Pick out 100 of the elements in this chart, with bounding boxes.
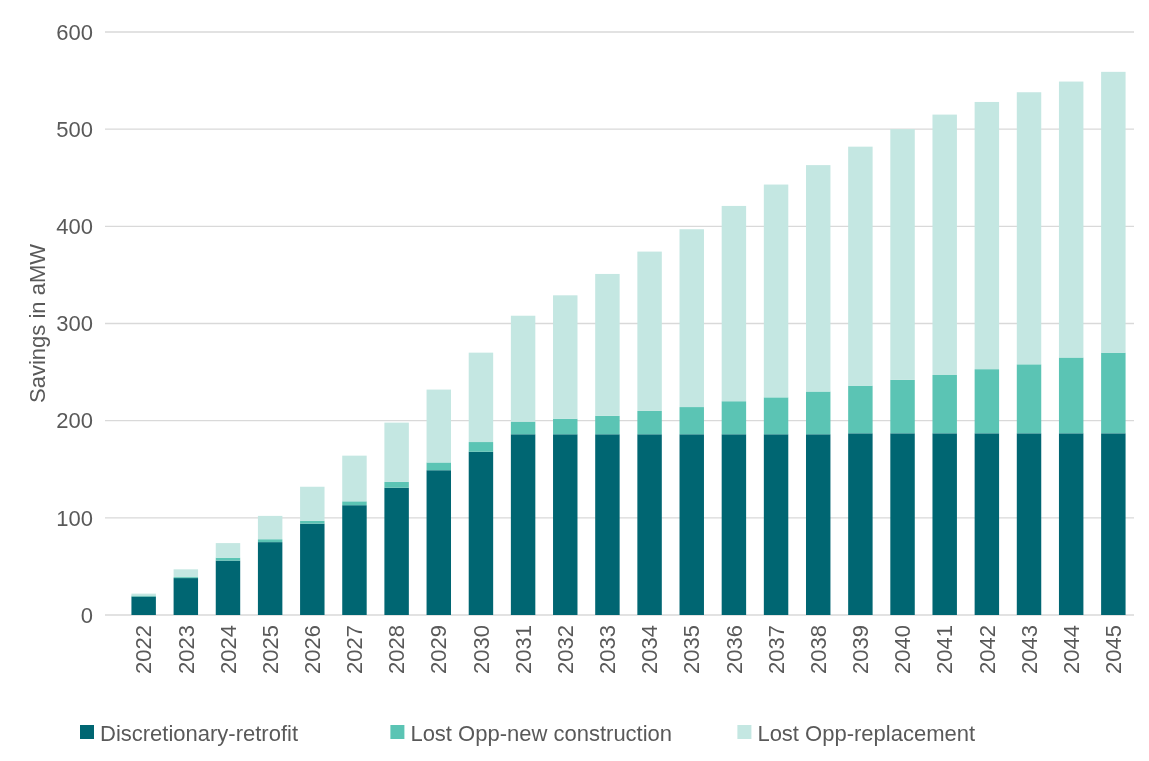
bar	[721, 401, 747, 435]
y-axis-title: Savings in aMW	[25, 243, 50, 403]
x-tick-label: 2040	[890, 625, 916, 674]
x-tick-label: 2035	[679, 625, 705, 674]
bar	[131, 596, 156, 615]
bar	[510, 434, 536, 615]
x-tick-label: 2038	[805, 625, 831, 674]
bar	[257, 515, 283, 540]
bar	[974, 101, 1000, 370]
y-tick-label: 0	[80, 602, 93, 628]
bar	[848, 385, 873, 434]
bar	[173, 569, 199, 578]
x-tick-label: 2030	[468, 625, 494, 674]
bar	[890, 379, 915, 434]
x-tick-label: 2027	[342, 625, 368, 674]
bar	[553, 418, 578, 435]
bar	[1058, 357, 1084, 434]
x-tick-label: 2033	[595, 625, 621, 674]
bar	[1101, 433, 1126, 615]
bar	[553, 295, 578, 419]
bar	[215, 557, 241, 561]
bar	[974, 369, 1000, 434]
bar	[721, 434, 747, 615]
bar	[848, 433, 873, 615]
x-tick-label: 2034	[637, 625, 663, 674]
bar	[1058, 81, 1084, 358]
x-tick-label: 2023	[173, 625, 199, 674]
bar	[932, 114, 957, 375]
bar	[1016, 433, 1042, 615]
bar	[805, 165, 831, 392]
bar	[763, 434, 789, 615]
y-tick-label: 200	[56, 408, 93, 434]
bar	[510, 421, 536, 435]
y-tick-label: 600	[56, 19, 93, 45]
x-tick-label: 2039	[848, 625, 874, 674]
bar	[974, 433, 1000, 615]
y-tick-label: 100	[56, 505, 93, 531]
bar	[342, 501, 367, 506]
x-tick-label: 2045	[1101, 625, 1127, 674]
bar	[342, 455, 367, 502]
bar	[1058, 433, 1084, 615]
bar	[763, 397, 789, 435]
bar	[679, 434, 704, 615]
bar	[932, 433, 957, 615]
bar	[805, 434, 831, 615]
bar	[805, 391, 831, 435]
bar	[637, 434, 662, 615]
bar	[553, 434, 578, 615]
x-tick-label: 2031	[510, 625, 536, 674]
bar	[384, 481, 409, 488]
bar	[763, 184, 789, 398]
bar	[468, 451, 494, 615]
bar	[637, 410, 662, 435]
bar	[300, 520, 325, 524]
legend-label: Lost Opp-new construction	[410, 720, 673, 746]
x-tick-label: 2042	[974, 625, 1000, 674]
bar	[426, 462, 452, 471]
bar	[1016, 364, 1042, 434]
y-tick-label: 400	[56, 214, 93, 240]
bar	[595, 415, 620, 435]
bar	[300, 486, 325, 521]
x-tick-label: 2025	[257, 625, 283, 674]
bar	[637, 251, 662, 411]
y-tick-label: 500	[56, 116, 93, 142]
bar	[384, 487, 409, 615]
x-tick-label: 2022	[131, 625, 157, 674]
legend-label: Discretionary-retrofit	[100, 720, 299, 746]
bar	[426, 470, 452, 615]
bar	[595, 273, 620, 416]
x-tick-label: 2041	[932, 625, 958, 674]
bar	[257, 542, 283, 615]
bar	[468, 352, 494, 443]
bar	[342, 505, 367, 615]
bar	[426, 389, 452, 463]
x-tick-label: 2043	[1016, 625, 1042, 674]
bar	[932, 375, 957, 434]
bar	[300, 523, 325, 615]
bar	[890, 433, 915, 615]
y-tick-label: 300	[56, 311, 93, 337]
bar	[679, 407, 704, 435]
bar	[595, 434, 620, 615]
x-tick-label: 2026	[300, 625, 325, 674]
bar	[721, 205, 747, 402]
legend-label: Lost Opp-replacement	[757, 720, 976, 746]
bar	[1101, 71, 1126, 353]
bar	[215, 543, 241, 558]
x-tick-label: 2037	[763, 625, 789, 674]
bar	[173, 578, 199, 615]
bar	[215, 560, 241, 615]
bar	[384, 422, 409, 482]
bar	[848, 146, 873, 386]
bar	[257, 539, 283, 543]
x-tick-label: 2044	[1058, 625, 1084, 674]
x-tick-label: 2032	[552, 625, 578, 674]
x-tick-label: 2029	[426, 625, 452, 674]
bar	[890, 129, 915, 380]
bar	[1101, 352, 1126, 434]
x-tick-label: 2028	[384, 625, 410, 674]
bar	[1016, 92, 1042, 365]
bar	[468, 442, 494, 452]
